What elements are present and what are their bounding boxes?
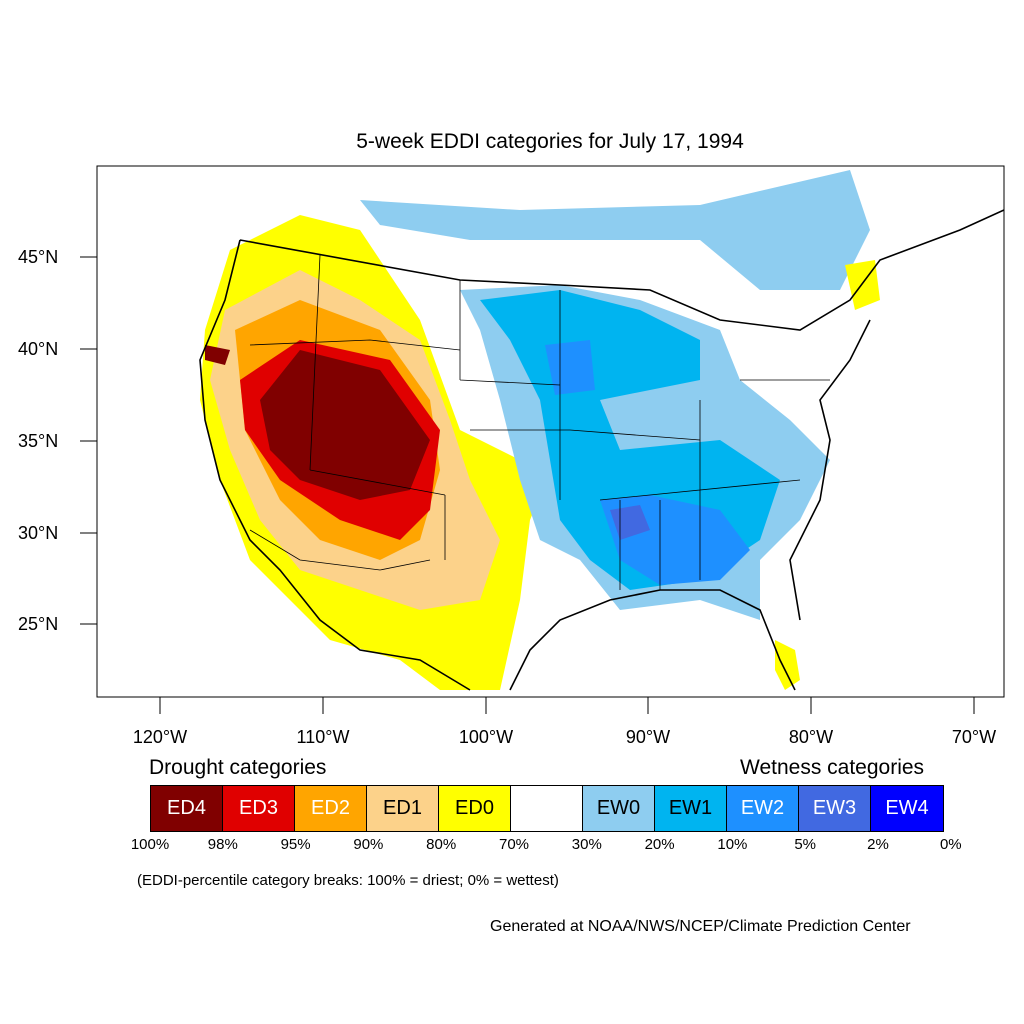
legend-box-ed3: ED3 xyxy=(223,786,295,831)
legend-box-ed2: ED2 xyxy=(295,786,367,831)
legend-box-neutral xyxy=(511,786,583,831)
lon-label-100: 100°W xyxy=(458,727,514,747)
lon-label-120: 120°W xyxy=(132,727,188,747)
legend-box-ew3: EW3 xyxy=(799,786,871,831)
lat-label-35: 35°N xyxy=(18,431,59,451)
coastline xyxy=(199,209,1004,691)
wet-region-ew2-north xyxy=(545,340,595,395)
drought-region-florida xyxy=(775,640,800,690)
lat-label-25: 25°N xyxy=(18,614,59,634)
percentile-label: 95% xyxy=(280,836,311,853)
wet-region-canada xyxy=(360,170,870,290)
legend-box-ed1: ED1 xyxy=(367,786,439,831)
percentile-label: 80% xyxy=(426,836,457,853)
drought-region-ed4-ca xyxy=(205,345,230,365)
state-borders xyxy=(249,254,830,590)
percentile-label: 100% xyxy=(130,836,170,853)
lon-label-110: 110°W xyxy=(296,727,350,747)
category-note: (EDDI-percentile category breaks: 100% =… xyxy=(137,872,559,889)
lat-label-30: 30°N xyxy=(18,523,59,543)
percentile-label: 70% xyxy=(498,836,530,853)
legend-box-ew4: EW4 xyxy=(871,786,943,831)
map-frame xyxy=(96,165,1005,698)
percentile-label: 90% xyxy=(353,836,384,853)
percentile-label: 0% xyxy=(939,836,962,853)
lat-label-40: 40°N xyxy=(18,339,59,359)
lon-ticks xyxy=(159,697,975,714)
map-title: 5-week EDDI categories for July 17, 1994 xyxy=(356,130,744,153)
drought-heading: Drought categories xyxy=(149,756,327,779)
drought-region-ed4 xyxy=(260,350,430,500)
credit-line: Generated at NOAA/NWS/NCEP/Climate Predi… xyxy=(490,918,911,935)
lat-label-45: 45°N xyxy=(18,247,59,267)
legend-box-ew2: EW2 xyxy=(727,786,799,831)
percentile-label: 98% xyxy=(207,836,238,853)
legend-box-ew1: EW1 xyxy=(655,786,727,831)
legend-color-bar: ED4 ED3 ED2 ED1 ED0 EW0 EW1 EW2 EW3 EW4 xyxy=(150,785,944,832)
percentile-label: 10% xyxy=(717,836,748,853)
wetness-heading: Wetness categories xyxy=(740,756,925,779)
percentile-label: 5% xyxy=(794,836,817,853)
percentile-label: 30% xyxy=(571,836,602,853)
percentile-label: 20% xyxy=(644,836,675,853)
lat-ticks xyxy=(80,256,97,625)
lon-label-90: 90°W xyxy=(625,727,671,747)
percentile-label: 2% xyxy=(867,836,889,853)
legend-box-ed0: ED0 xyxy=(439,786,511,831)
lon-label-70: 70°W xyxy=(951,727,997,747)
legend-box-ew0: EW0 xyxy=(583,786,655,831)
legend-box-ed4: ED4 xyxy=(151,786,223,831)
lon-label-80: 80°W xyxy=(788,727,834,747)
